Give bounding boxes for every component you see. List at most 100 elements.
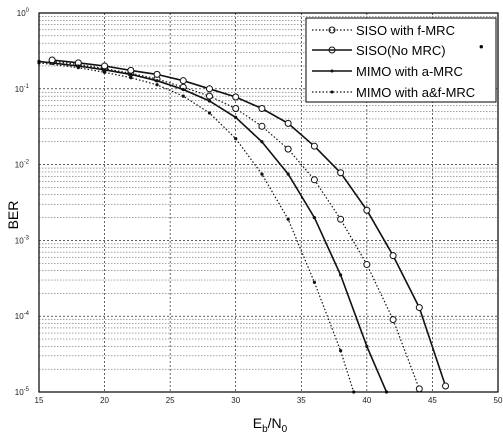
y-tick-base: 10 (15, 312, 24, 321)
data-point (389, 252, 397, 260)
data-point (205, 85, 213, 93)
data-point (363, 261, 371, 269)
y-tick-label: 100 (17, 8, 30, 18)
x-tick-label: 20 (100, 396, 109, 405)
data-point (102, 70, 107, 74)
data-point (153, 70, 161, 78)
data-point (181, 94, 185, 98)
data-point (127, 66, 135, 74)
y-tick-label: 10-3 (15, 235, 30, 245)
x-axis-label-mid: /N (268, 415, 282, 431)
data-point (129, 72, 133, 76)
data-point (310, 176, 318, 184)
legend-box (305, 17, 497, 103)
data-point (415, 385, 423, 393)
x-tick-labels: 15 20 25 30 35 40 45 50 (35, 396, 503, 405)
y-tick-label: 10-1 (15, 84, 30, 94)
y-tick-exponent: -5 (24, 387, 30, 393)
legend-entry-4: MIMO with a&f-MRC (312, 85, 475, 100)
y-tick-base: 10 (17, 9, 26, 18)
data-point (234, 115, 238, 119)
major-grid (39, 13, 498, 392)
data-point (284, 119, 292, 127)
data-point (102, 68, 107, 72)
data-point (339, 349, 343, 353)
data-point (260, 172, 264, 176)
data-point (284, 145, 292, 153)
legend-marker-2 (328, 46, 336, 54)
data-point (207, 111, 212, 115)
x-axis-label: Eb/N0 (253, 415, 288, 435)
y-tick-exponent: -2 (24, 160, 30, 166)
series-3 (37, 59, 389, 394)
y-tick-label: 10-4 (15, 311, 30, 321)
x-tick-label: 30 (231, 396, 240, 405)
y-tick-exponent: -4 (24, 311, 30, 317)
y-tick-base: 10 (15, 236, 24, 245)
data-point (179, 77, 187, 85)
x-tick-label: 35 (297, 396, 306, 405)
data-point (258, 122, 266, 130)
data-point (312, 280, 316, 284)
legend: SISO with f-MRC SISO(No MRC) • MIMO with… (305, 17, 497, 103)
x-axis-label-sub-0: 0 (282, 424, 288, 435)
series-line (52, 59, 447, 387)
legend-marker-4 (330, 90, 334, 94)
y-tick-base: 10 (15, 161, 24, 170)
data-point (232, 93, 240, 101)
legend-label-2: SISO(No MRC) (356, 43, 446, 58)
data-point (155, 79, 159, 83)
legend-marker-3 (330, 69, 334, 73)
series-2 (48, 56, 450, 390)
data-point (286, 217, 290, 221)
y-tick-exponent: -1 (24, 84, 30, 90)
legend-entry-2: SISO(No MRC) • (312, 39, 484, 58)
data-point (312, 215, 316, 220)
legend-label-3: MIMO with a-MRC (356, 64, 463, 79)
y-tick-base: 10 (15, 85, 24, 94)
data-point (339, 273, 343, 277)
data-point (101, 62, 109, 70)
y-tick-base: 10 (15, 388, 24, 397)
y-tick-exponent: -3 (24, 235, 30, 241)
data-point (363, 206, 371, 214)
x-tick-label: 45 (428, 396, 437, 405)
legend-label-4: MIMO with a&f-MRC (356, 85, 475, 100)
x-tick-label: 25 (166, 396, 175, 405)
legend-entry-3: MIMO with a-MRC (312, 64, 463, 79)
legend-extra-mark: • (479, 39, 484, 54)
data-point (365, 344, 369, 348)
data-point (207, 99, 212, 103)
series-line (38, 60, 388, 393)
y-tick-label: 10-2 (15, 160, 30, 170)
legend-marker-1 (328, 26, 336, 34)
data-point (129, 76, 133, 80)
x-tick-label: 50 (494, 396, 503, 405)
data-point (415, 304, 423, 312)
data-point (76, 66, 80, 70)
y-tick-exponent: 0 (26, 8, 30, 14)
data-point (258, 104, 266, 112)
series-4 (37, 61, 356, 394)
data-point (442, 382, 450, 390)
x-axis-label-e: E (253, 415, 262, 431)
x-axis-label-sub-b: b (262, 424, 268, 435)
y-tick-label: 10-5 (15, 387, 30, 397)
data-point (337, 169, 345, 177)
y-axis-label: BER (5, 201, 21, 230)
data-point (389, 316, 397, 324)
x-tick-label: 40 (362, 396, 371, 405)
data-point (155, 83, 159, 87)
legend-entry-1: SISO with f-MRC (312, 23, 455, 38)
data-point (232, 104, 240, 112)
data-point (234, 137, 238, 141)
data-point (337, 215, 345, 223)
series-layer (37, 56, 450, 394)
x-tick-label: 15 (35, 396, 44, 405)
data-point (286, 172, 290, 176)
data-point (310, 142, 318, 150)
data-point (205, 92, 213, 100)
legend-label-1: SISO with f-MRC (356, 23, 455, 38)
